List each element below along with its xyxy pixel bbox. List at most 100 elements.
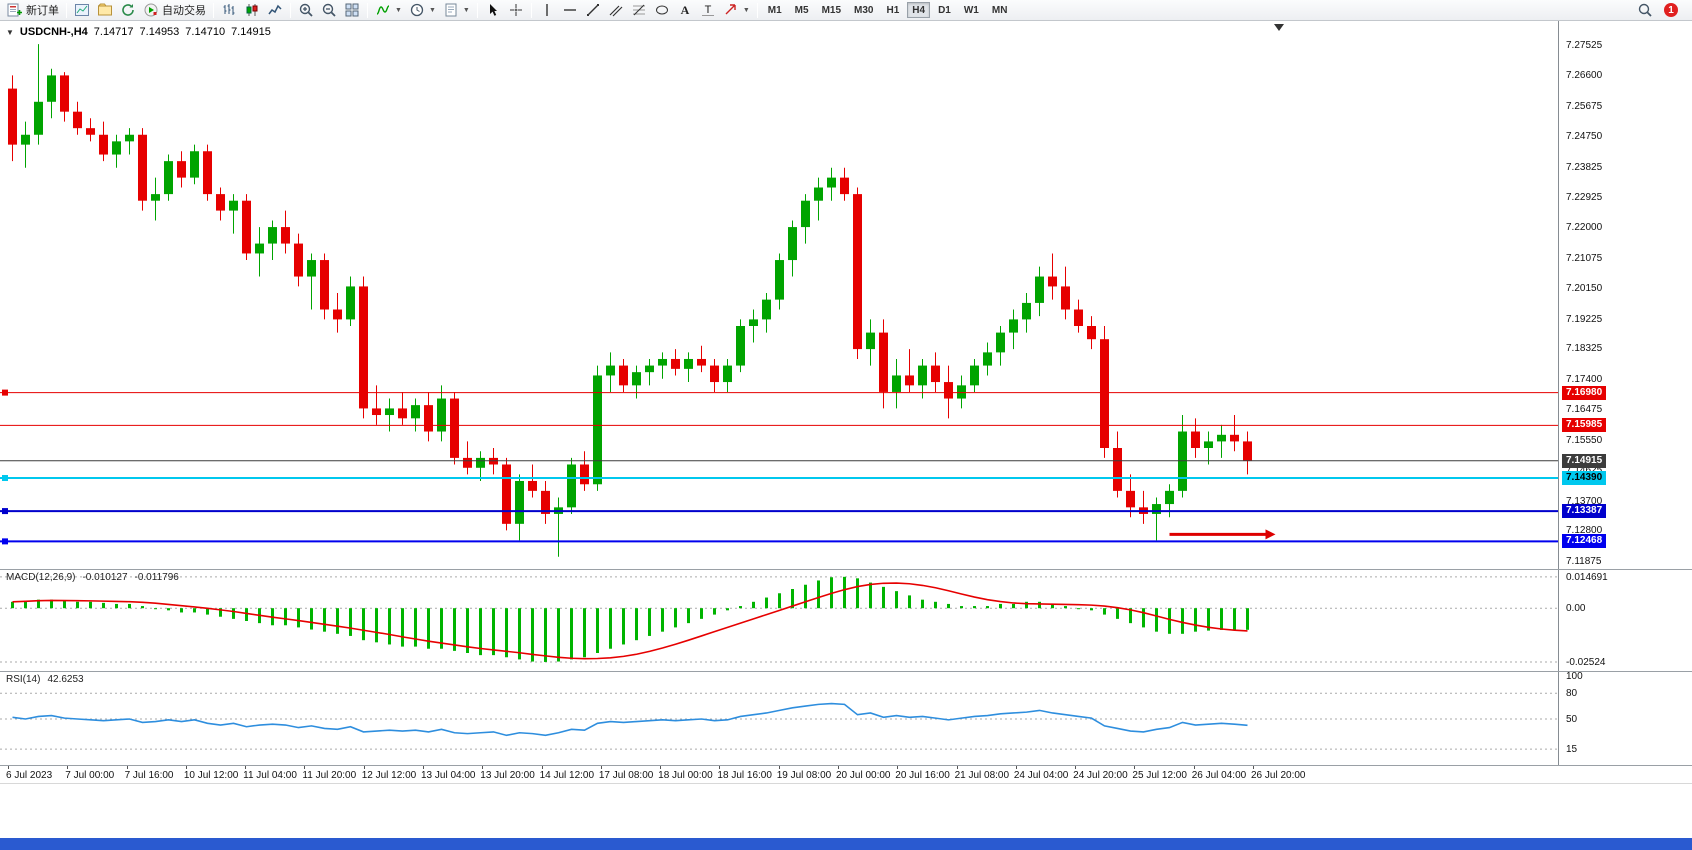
time-axis[interactable]: 6 Jul 2023 7 Jul 00:00 7 Jul 16:00 10 Jul 1… <box>0 766 1692 784</box>
macd-histogram-bar <box>1181 608 1184 634</box>
macd-histogram-bar <box>765 597 768 609</box>
notification-badge[interactable]: 1 <box>1664 3 1678 17</box>
macd-tick-label: 0.00 <box>1566 603 1586 615</box>
candlestick-chart-button[interactable] <box>241 1 263 19</box>
fibonacci-button[interactable] <box>628 1 650 19</box>
price-axis[interactable]: 7.27525 7.26600 7.25675 7.24750 7.23825 7.229… <box>1558 21 1692 569</box>
time-axis-label: 7 Jul 16:00 <box>124 770 174 781</box>
profiles-button[interactable] <box>94 1 116 19</box>
macd-histogram-bar <box>960 606 963 609</box>
macd-histogram-bar <box>518 608 521 660</box>
equidistant-channel-button[interactable] <box>605 1 627 19</box>
rsi-chart[interactable] <box>0 672 1558 766</box>
profiles-icon <box>98 3 112 16</box>
macd-histogram-bar <box>492 608 495 656</box>
arrows-button[interactable]: ▼ <box>720 1 753 19</box>
red-arrow[interactable] <box>1169 529 1276 540</box>
macd-histogram-bar <box>388 608 391 645</box>
zoom-out-icon <box>322 3 336 17</box>
candle <box>801 200 810 228</box>
crosshair-button[interactable] <box>505 1 527 19</box>
toolbar: 新订单 自动交易 ▼ ▼ ▼ A T ▼ M1 M5 M15 M30 H1 H4 D1 W1 MN 1 <box>0 0 1692 21</box>
vertical-line-button[interactable] <box>536 1 558 19</box>
tf-m15[interactable]: M15 <box>821 5 842 16</box>
chart-shift-marker-icon[interactable] <box>1274 24 1284 31</box>
bar-chart-button[interactable] <box>218 1 240 19</box>
autotrade-button[interactable]: 自动交易 <box>140 1 209 19</box>
horizontal-line-button[interactable] <box>559 1 581 19</box>
candle <box>1113 448 1122 491</box>
text-button[interactable]: A <box>674 1 696 19</box>
rsi-panel: RSI(14) 42.6253 100 80 50 15 <box>0 671 1692 766</box>
templates-button[interactable]: ▼ <box>440 1 473 19</box>
candle <box>879 332 888 392</box>
tf-h1[interactable]: H1 <box>886 5 900 16</box>
zoom-in-button[interactable] <box>295 1 317 19</box>
level-handle[interactable] <box>2 389 8 396</box>
shapes-button[interactable] <box>651 1 673 19</box>
macd-histogram-bar <box>1103 608 1106 615</box>
candle <box>736 326 745 366</box>
candle <box>450 398 459 458</box>
level-handle[interactable] <box>2 508 8 515</box>
tile-windows-button[interactable] <box>341 1 363 19</box>
macd-histogram-bar <box>1051 603 1054 609</box>
zoom-out-button[interactable] <box>318 1 340 19</box>
tf-d1[interactable]: D1 <box>938 5 951 16</box>
refresh-button[interactable] <box>117 1 139 19</box>
taskbar-strip <box>0 838 1692 850</box>
level-handle[interactable] <box>2 538 8 545</box>
macd-histogram-bar <box>453 608 456 651</box>
macd-histogram-bar <box>921 599 924 609</box>
new-order-button[interactable]: 新订单 <box>4 1 62 19</box>
channel-icon <box>609 5 623 17</box>
candle <box>1204 441 1213 448</box>
macd-histogram-bar <box>1168 608 1171 634</box>
cursor-button[interactable] <box>482 1 504 19</box>
search-button[interactable] <box>1634 1 1656 19</box>
trendline-button[interactable] <box>582 1 604 19</box>
collapse-triangle-icon[interactable]: ▼ <box>6 27 14 37</box>
macd-signal-value: -0.011796 <box>134 572 179 583</box>
tf-mn[interactable]: MN <box>991 5 1008 16</box>
macd-histogram-bar <box>973 606 976 609</box>
autotrade-button-label: 自动交易 <box>162 5 206 17</box>
candle <box>229 200 238 211</box>
time-axis-label: 24 Jul 20:00 <box>1073 770 1128 781</box>
candle <box>619 365 628 386</box>
candle <box>1230 434 1239 442</box>
price-tick-label: 7.18325 <box>1566 343 1603 355</box>
time-tick <box>838 766 839 769</box>
macd-histogram-bar <box>336 608 339 634</box>
tf-m5[interactable]: M5 <box>794 5 809 16</box>
indicators-button[interactable]: ▼ <box>372 1 405 19</box>
macd-histogram-bar <box>791 589 794 609</box>
periods-button[interactable]: ▼ <box>406 1 439 19</box>
rsi-label: RSI(14) 42.6253 <box>6 674 84 685</box>
tf-h4[interactable]: H4 <box>907 2 931 18</box>
candle <box>385 408 394 416</box>
price-level-tag: 7.16980 <box>1562 385 1607 400</box>
time-axis-label: 12 Jul 12:00 <box>361 770 417 781</box>
line-chart-button[interactable] <box>264 1 286 19</box>
macd-histogram-bar <box>375 608 378 643</box>
macd-histogram-bar <box>154 608 157 610</box>
time-axis-label: 20 Jul 16:00 <box>895 770 950 781</box>
macd-histogram-bar <box>1155 608 1158 632</box>
candle <box>931 365 940 383</box>
tf-m1[interactable]: M1 <box>767 5 782 16</box>
macd-chart[interactable] <box>0 570 1558 672</box>
tf-m30[interactable]: M30 <box>854 5 874 16</box>
charts-window-button[interactable] <box>71 1 93 19</box>
tf-w1[interactable]: W1 <box>963 5 979 16</box>
level-handle[interactable] <box>2 475 8 482</box>
time-axis-label: 17 Jul 08:00 <box>598 770 654 781</box>
arrows-icon <box>725 4 736 15</box>
template-icon <box>445 3 457 17</box>
candlestick-chart[interactable] <box>0 21 1558 570</box>
time-tick <box>1075 766 1077 769</box>
time-axis-label: 26 Jul 04:00 <box>1191 770 1247 781</box>
candle <box>853 194 862 350</box>
time-tick <box>185 766 187 769</box>
text-label-button[interactable]: T <box>697 1 719 19</box>
